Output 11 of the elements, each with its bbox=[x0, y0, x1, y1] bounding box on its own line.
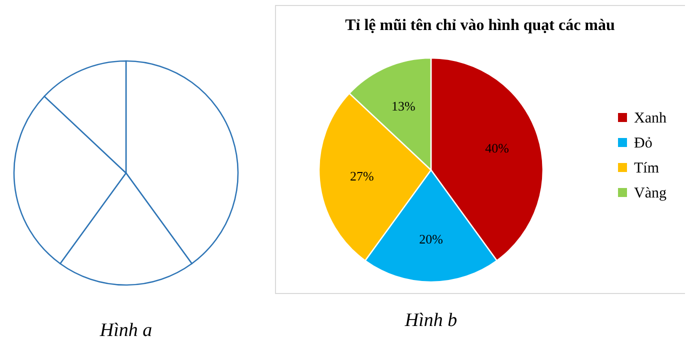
data-label: 40% bbox=[485, 140, 510, 156]
data-label: 13% bbox=[392, 98, 416, 114]
legend-label: Tím bbox=[634, 160, 660, 176]
text: Hình a bbox=[98, 320, 152, 337]
data-label: 27% bbox=[350, 168, 374, 184]
text: Hình b bbox=[404, 310, 458, 331]
data-label: 20% bbox=[419, 231, 444, 246]
legend-label: Xanh bbox=[634, 110, 667, 126]
chart-title: Tỉ lệ mũi tên chỉ vào hình quạt các màu bbox=[345, 17, 615, 34]
legend-label: Đỏ bbox=[634, 136, 652, 152]
legend-label: Vàng bbox=[634, 186, 667, 202]
